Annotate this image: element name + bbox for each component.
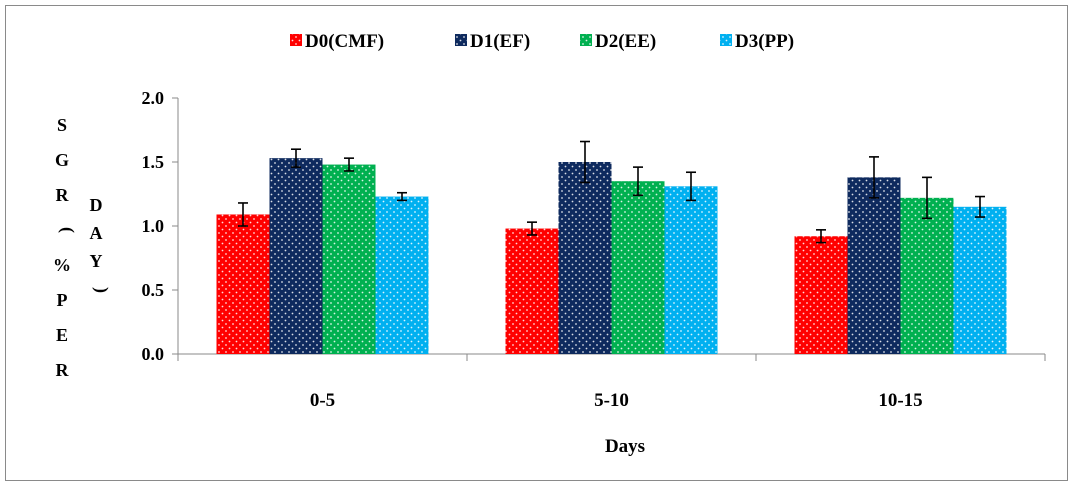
bar-texture	[953, 206, 1007, 354]
bars	[216, 158, 1007, 354]
legend-swatch-texture	[455, 34, 467, 46]
y-tick-label: 0.0	[142, 344, 165, 364]
bar-texture	[664, 186, 718, 354]
error-bars	[238, 140, 985, 244]
legend-swatch-texture	[290, 34, 302, 46]
y-label-char: E	[56, 325, 68, 345]
bar-texture	[900, 197, 954, 354]
x-axis-label: Days	[605, 436, 645, 457]
y-label-char: A	[90, 223, 103, 243]
legend-label: D0(CMF)	[305, 31, 384, 52]
legend-label: D3(PP)	[735, 31, 794, 52]
y-label-char: P	[57, 290, 68, 310]
legend-swatch-texture	[580, 34, 592, 46]
bar-texture	[505, 228, 559, 354]
y-label-char: Y	[90, 251, 103, 271]
y-tick-label: 2.0	[142, 88, 165, 108]
legend-label: D1(EF)	[470, 31, 530, 52]
bar-texture	[847, 177, 901, 354]
bar-texture	[611, 181, 665, 354]
x-tick-label: 0-5	[310, 390, 335, 411]
bar-texture	[794, 236, 848, 354]
legend-swatch-texture	[720, 34, 732, 46]
y-tick-label: 1.5	[142, 152, 165, 172]
legend-label: D2(EE)	[595, 31, 656, 52]
bar-texture	[375, 196, 429, 354]
bar-texture	[558, 162, 612, 354]
y-label-char: )	[91, 287, 112, 293]
y-label-char: (	[57, 227, 78, 233]
y-label-char: S	[57, 115, 67, 135]
y-label-char: %	[53, 255, 71, 275]
y-label-char: R	[56, 185, 70, 205]
x-tick-label: 10-15	[878, 390, 922, 411]
bar-texture	[269, 158, 323, 354]
y-label-char: D	[90, 195, 103, 215]
bar-texture	[322, 164, 376, 354]
y-tick-label: 1.0	[142, 216, 165, 236]
x-tick-label: 5-10	[594, 390, 629, 411]
legend: D0(CMF) D1(EF) D2(EE) D3(PP)	[290, 31, 794, 52]
bar-texture	[216, 214, 270, 354]
y-label-char: G	[55, 150, 69, 170]
y-tick-label: 0.5	[142, 280, 165, 300]
y-label-char: R	[56, 360, 70, 380]
